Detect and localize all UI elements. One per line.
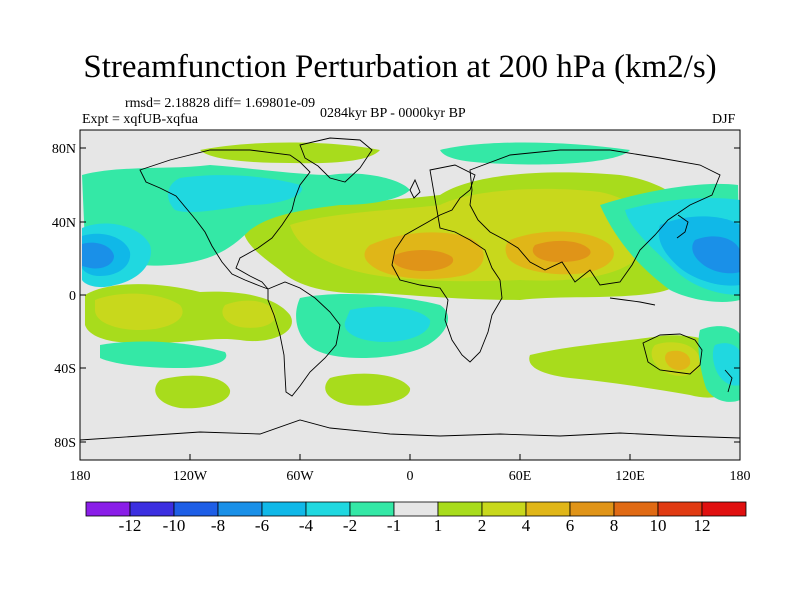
season-text: DJF xyxy=(712,112,736,127)
colorbar-swatch xyxy=(129,501,175,517)
colorbar-swatch xyxy=(525,501,571,517)
lon-label: 60W xyxy=(286,469,314,484)
colorbar-label: 4 xyxy=(522,516,531,535)
south-america-coastline xyxy=(267,281,341,397)
antarctica-coastline xyxy=(80,419,740,441)
colorbar-labels: -12 -10 -8 -6 -4 -2 -1 1 2 4 6 8 10 12 xyxy=(119,516,711,535)
colorbar-swatch xyxy=(569,501,615,517)
latitude-labels: 80N 40N 0 40S 80S xyxy=(52,142,76,451)
colorbar-swatch xyxy=(85,501,131,517)
negative-anomaly-region xyxy=(82,242,114,269)
positive-anomaly-region xyxy=(532,240,591,263)
colorbar-label: 6 xyxy=(566,516,575,535)
colorbar-label: -12 xyxy=(119,516,142,535)
longitude-labels: 180 120W 60W 0 60E 120E 180 xyxy=(70,469,751,484)
colorbar-label: 8 xyxy=(610,516,619,535)
colorbar-swatch xyxy=(217,501,263,517)
lat-label: 80S xyxy=(54,436,76,451)
longitude-tick-marks xyxy=(79,454,741,460)
colorbar-label: -1 xyxy=(387,516,401,535)
lon-label: 120W xyxy=(173,469,208,484)
europe-africa-coastline xyxy=(391,164,503,363)
colorbar-label: -8 xyxy=(211,516,225,535)
negative-anomaly-region xyxy=(100,341,227,368)
colorbar-label: 2 xyxy=(478,516,487,535)
colorbar-swatch xyxy=(613,501,659,517)
colorbar-label: -4 xyxy=(299,516,314,535)
latitude-tick-marks xyxy=(80,147,740,443)
positive-anomaly-region xyxy=(325,373,411,406)
north-america-coastline xyxy=(139,149,311,290)
new-zealand-coastline xyxy=(724,369,733,393)
lon-label: 180 xyxy=(70,469,91,484)
colorbar-label: -10 xyxy=(163,516,186,535)
negative-anomaly-region xyxy=(692,236,740,274)
colorbar-swatch xyxy=(393,501,439,517)
period-text: 0284kyr BP - 0000kyr BP xyxy=(320,106,466,121)
positive-anomaly-region xyxy=(95,293,183,330)
lon-label: 120E xyxy=(615,469,645,484)
colorbar-label: -2 xyxy=(343,516,357,535)
negative-anomaly-region xyxy=(168,175,302,213)
experiment-text: Expt = xqfUB-xqfua xyxy=(82,112,198,127)
colorbar-swatch xyxy=(657,501,703,517)
lon-label: 180 xyxy=(730,469,751,484)
colorbar-label: 1 xyxy=(434,516,443,535)
lat-label: 80N xyxy=(52,142,76,157)
coastlines xyxy=(80,137,740,441)
uk-coastline xyxy=(409,178,421,199)
colorbar-swatch xyxy=(701,501,747,517)
lat-label: 0 xyxy=(69,289,76,304)
colorbar xyxy=(85,501,747,517)
colorbar-label: -6 xyxy=(255,516,269,535)
colorbar-swatch xyxy=(305,501,351,517)
greenland-coastline xyxy=(299,137,373,183)
colorbar-swatch xyxy=(173,501,219,517)
negative-anomaly-region xyxy=(712,343,740,386)
australia-coastline xyxy=(642,333,703,375)
colorbar-label: 12 xyxy=(694,516,711,535)
positive-anomaly-region xyxy=(200,142,380,164)
indonesia-coastline xyxy=(609,297,656,306)
colorbar-swatch xyxy=(349,501,395,517)
stats-text: rmsd= 2.18828 diff= 1.69801e-09 xyxy=(125,96,316,111)
lat-label: 40N xyxy=(52,216,76,231)
negative-anomaly-region xyxy=(344,306,431,342)
lat-label: 40S xyxy=(54,362,76,377)
lon-label: 0 xyxy=(407,469,414,484)
chart-title: Streamfunction Perturbation at 200 hPa (… xyxy=(83,49,717,85)
lon-label: 60E xyxy=(509,469,532,484)
colorbar-swatch xyxy=(437,501,483,517)
positive-anomaly-region xyxy=(392,249,454,272)
colorbar-label: 10 xyxy=(650,516,667,535)
negative-anomaly-region xyxy=(440,142,630,165)
asia-coastline xyxy=(469,149,721,286)
colorbar-swatch xyxy=(261,501,307,517)
positive-anomaly-region xyxy=(222,300,276,328)
colorbar-swatch xyxy=(481,501,527,517)
positive-anomaly-region xyxy=(665,350,691,371)
japan-coastline xyxy=(676,214,689,239)
map-field xyxy=(80,130,740,460)
positive-anomaly-region xyxy=(155,375,231,409)
